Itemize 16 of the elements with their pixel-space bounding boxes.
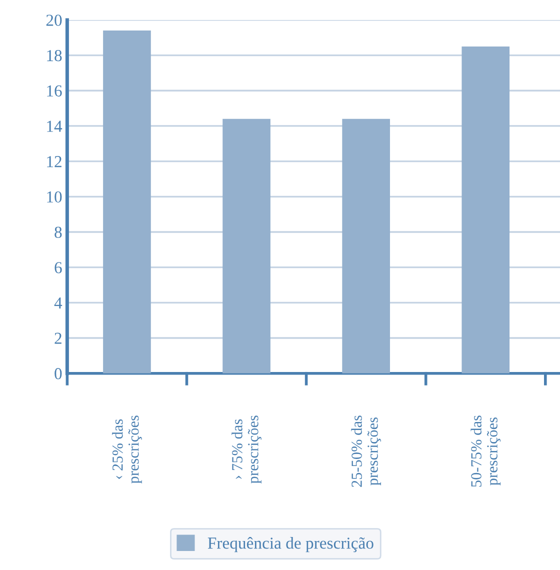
x-tick-label: ‹ 25% das prescrições xyxy=(112,416,142,484)
y-tick-label: 0 xyxy=(54,368,62,380)
y-tick-label: 16 xyxy=(47,85,62,97)
y-tick-label: 6 xyxy=(54,262,62,274)
y-tick-label: 10 xyxy=(47,191,62,203)
y-tick-label: 14 xyxy=(47,120,62,132)
y-tick-label: 18 xyxy=(47,50,62,62)
x-tick-label: 25-50% das prescrições xyxy=(351,416,381,487)
y-tick-label: 4 xyxy=(54,297,62,308)
x-tick-label: 50-75% das prescrições xyxy=(470,416,501,487)
legend-label: Frequência de prescrição xyxy=(208,537,374,552)
x-tick-label: › 75% das prescrições xyxy=(232,416,262,484)
y-tick-label: 20 xyxy=(46,14,62,26)
y-tick-label: 12 xyxy=(47,156,62,168)
y-tick-label: 2 xyxy=(54,332,62,344)
y-tick-label: 8 xyxy=(54,226,62,238)
